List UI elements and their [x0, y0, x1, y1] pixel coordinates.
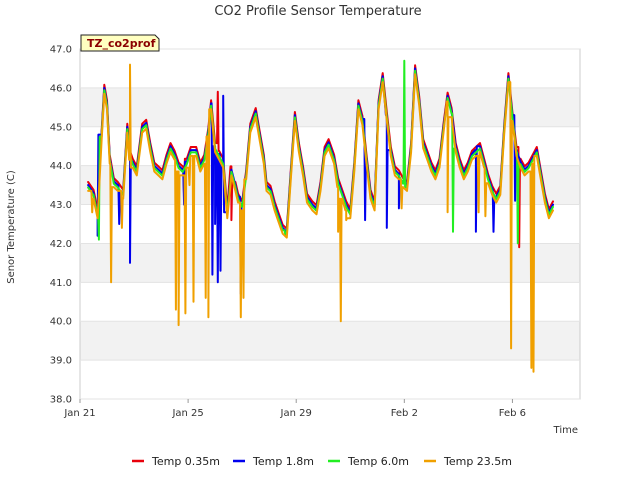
- y-tick-label: 46.0: [50, 83, 72, 94]
- station-badge: TZ_co2prof: [80, 34, 160, 52]
- y-tick-label: 41.0: [50, 278, 72, 289]
- grid-band: [80, 282, 580, 322]
- legend-label-temp-6-0m: Temp 6.0m: [347, 455, 409, 468]
- x-axis-label: Time: [553, 425, 578, 436]
- legend-label-temp-0-35m: Temp 0.35m: [151, 455, 220, 468]
- legend-item-2: Temp 6.0m: [328, 455, 409, 468]
- y-tick-label: 47.0: [50, 45, 72, 56]
- x-tick-label: Jan 25: [171, 408, 203, 419]
- y-tick-label: 38.0: [50, 395, 72, 406]
- x-tick-label: Feb 6: [499, 408, 526, 419]
- chart-title: CO2 Profile Sensor Temperature: [214, 4, 421, 19]
- y-axis-label: Senor Temperature (C): [6, 170, 17, 284]
- grid-band: [80, 87, 580, 127]
- series-line-temp-6-0m: [87, 59, 554, 245]
- x-tick-label: Jan 29: [280, 408, 312, 419]
- grid-band: [80, 204, 580, 244]
- badge-box: [80, 34, 160, 52]
- legend-item-0: Temp 0.35m: [132, 455, 220, 468]
- legend-item-1: Temp 1.8m: [233, 455, 314, 468]
- y-tick-label: 42.0: [50, 239, 72, 250]
- legend-label-temp-1-8m: Temp 1.8m: [252, 455, 314, 468]
- badge-label: TZ_co2prof: [87, 37, 156, 50]
- y-tick-label: 43.0: [50, 200, 72, 211]
- grid-band: [80, 321, 580, 361]
- grid-band: [80, 360, 580, 399]
- grid-band: [80, 49, 580, 88]
- series-lines: [87, 59, 554, 373]
- legend-label-temp-23-5m: Temp 23.5m: [443, 455, 512, 468]
- y-tick-label: 40.0: [50, 317, 72, 328]
- x-tick-label: Feb 2: [391, 408, 418, 419]
- y-tick-label: 44.0: [50, 161, 72, 172]
- plot-bands: [80, 49, 580, 399]
- x-tick-label: Jan 21: [63, 408, 95, 419]
- grid-band: [80, 243, 580, 283]
- series-line-temp-23-5m: [87, 63, 554, 373]
- legend: Temp 0.35m Temp 1.8m Temp 6.0m Temp 23.5…: [132, 455, 512, 468]
- x-axis-ticks: Jan 21 Jan 25 Jan 29 Feb 2 Feb 6: [63, 399, 526, 419]
- y-tick-label: 45.0: [50, 122, 72, 133]
- legend-item-3: Temp 23.5m: [424, 455, 512, 468]
- y-tick-label: 39.0: [50, 356, 72, 367]
- y-axis-ticks: 38.0 39.0 40.0 41.0 42.0 43.0 44.0 45.0 46.0 47.0: [50, 45, 72, 406]
